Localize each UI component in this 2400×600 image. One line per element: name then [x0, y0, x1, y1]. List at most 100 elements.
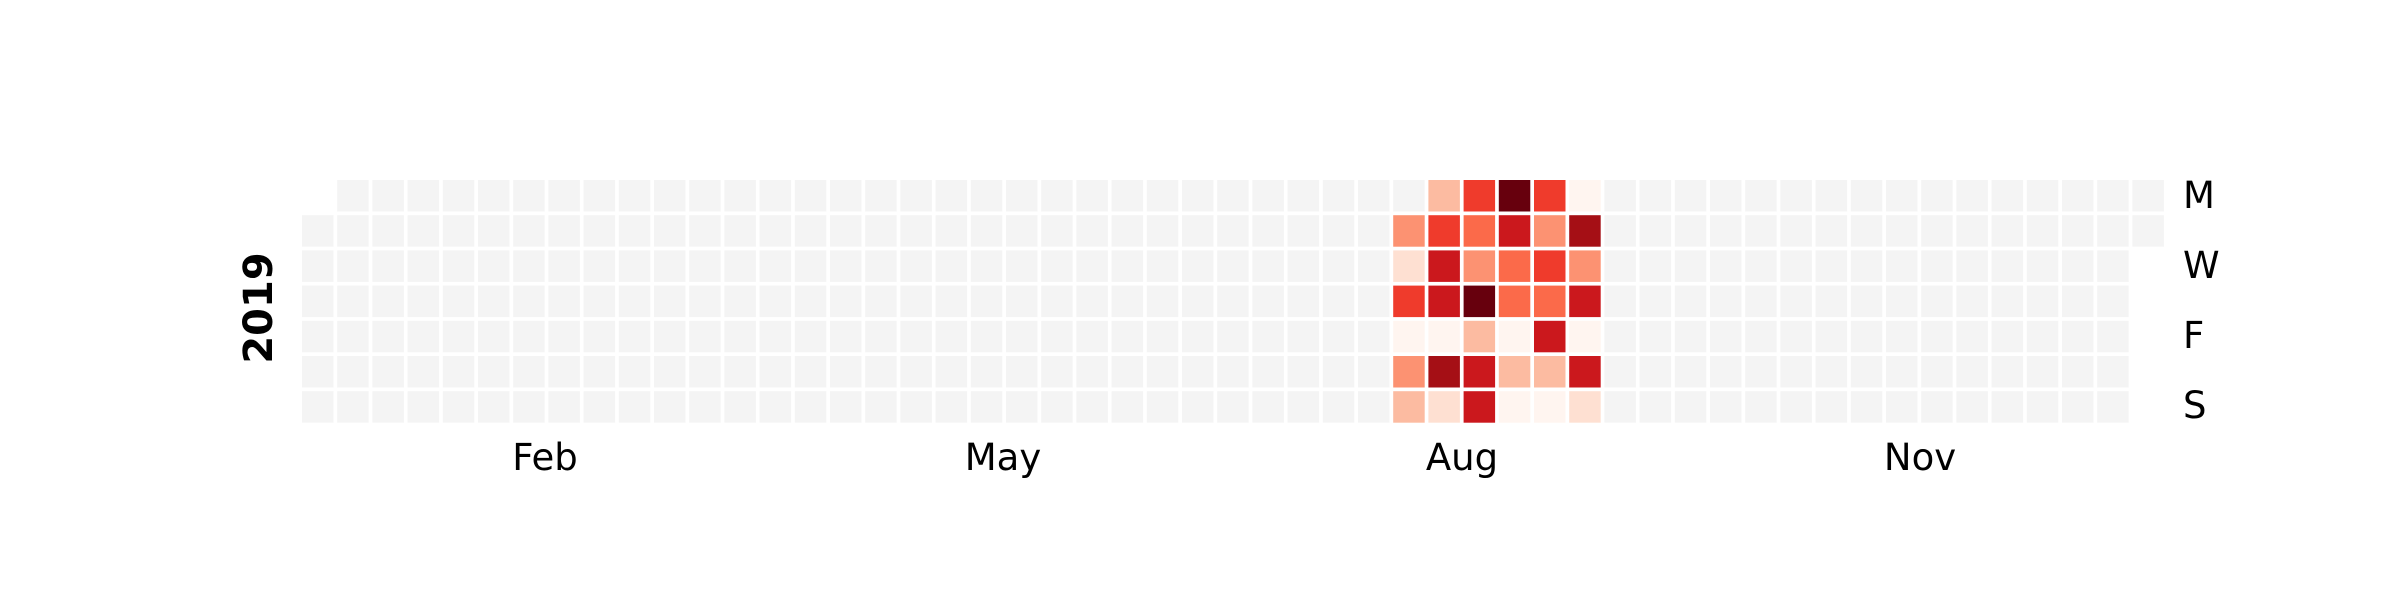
- heatmap-cell: [1674, 356, 1707, 388]
- heatmap-cell: [1006, 391, 1038, 423]
- heatmap-cell: [1322, 215, 1355, 247]
- heatmap-cell: [618, 356, 651, 388]
- heatmap-cell: [1674, 180, 1707, 212]
- heatmap-cell: [1463, 356, 1496, 388]
- heatmap-cell: [1850, 215, 1883, 247]
- heatmap-cell: [1428, 250, 1460, 282]
- heatmap-cell: [1358, 285, 1390, 318]
- heatmap-cell: [970, 215, 1003, 247]
- heatmap-cell: [1780, 391, 1812, 423]
- heatmap-cell: [1182, 215, 1214, 247]
- heatmap-cell: [794, 215, 827, 247]
- heatmap-cell: [513, 250, 545, 282]
- heatmap-cell: [1322, 320, 1355, 353]
- heatmap-cell: [513, 285, 545, 318]
- heatmap-cell: [2026, 215, 2059, 247]
- heatmap-cell: [618, 285, 651, 318]
- heatmap-cell: [1393, 215, 1425, 247]
- heatmap-cell: [900, 356, 932, 388]
- month-label-aug: Aug: [1426, 436, 1498, 479]
- heatmap-cell: [1674, 215, 1707, 247]
- heatmap-cell: [970, 180, 1003, 212]
- heatmap-cell: [372, 285, 404, 318]
- heatmap-cell: [372, 391, 404, 423]
- heatmap-cell: [1815, 285, 1848, 318]
- heatmap-cell: [1710, 215, 1742, 247]
- heatmap-cell: [2026, 285, 2059, 318]
- heatmap-cell: [442, 356, 475, 388]
- heatmap-cell: [1639, 250, 1672, 282]
- heatmap-cell: [1287, 356, 1320, 388]
- heatmap-cell: [1534, 285, 1566, 318]
- heatmap-cell: [1076, 391, 1108, 423]
- heatmap-cell: [2026, 250, 2059, 282]
- heatmap-cell: [1956, 391, 1988, 423]
- heatmap-cell: [1111, 250, 1144, 282]
- heatmap-cell: [1498, 320, 1531, 353]
- heatmap-cell: [1041, 356, 1073, 388]
- heatmap-cell: [548, 250, 580, 282]
- heatmap-cell: [970, 285, 1003, 318]
- heatmap-cell: [1322, 356, 1355, 388]
- heatmap-cell: [1252, 250, 1284, 282]
- heatmap-cell: [2132, 215, 2164, 247]
- heatmap-cell: [1076, 320, 1108, 353]
- heatmap-cell: [1006, 320, 1038, 353]
- heatmap-cell: [302, 356, 334, 388]
- heatmap-cell: [1498, 180, 1531, 212]
- heatmap-cell: [1886, 356, 1918, 388]
- heatmap-cell: [1146, 285, 1179, 318]
- heatmap-cell: [1745, 250, 1777, 282]
- heatmap-cell: [2062, 320, 2094, 353]
- heatmap-cell: [513, 356, 545, 388]
- heatmap-cell: [1886, 250, 1918, 282]
- heatmap-cell: [689, 391, 721, 423]
- heatmap-cell: [302, 250, 334, 282]
- heatmap-cell: [1006, 215, 1038, 247]
- heatmap-cell: [442, 320, 475, 353]
- heatmap-cell: [830, 391, 862, 423]
- heatmap-cell: [1886, 391, 1918, 423]
- heatmap-cell: [1991, 215, 2024, 247]
- heatmap-cell: [1710, 250, 1742, 282]
- heatmap-cell: [1287, 285, 1320, 318]
- heatmap-cell: [442, 250, 475, 282]
- heatmap-cell: [2026, 356, 2059, 388]
- heatmap-cell: [1076, 285, 1108, 318]
- heatmap-cell: [1921, 285, 1953, 318]
- heatmap-cell: [2026, 180, 2059, 212]
- heatmap-cell: [1815, 391, 1848, 423]
- heatmap-cell: [1358, 215, 1390, 247]
- heatmap-cell: [1604, 391, 1636, 423]
- heatmap-cell: [1639, 320, 1672, 353]
- heatmap-cell: [302, 391, 334, 423]
- heatmap-cell: [654, 320, 686, 353]
- heatmap-cell: [1393, 250, 1425, 282]
- heatmap-cell: [1710, 391, 1742, 423]
- heatmap-cell: [1956, 285, 1988, 318]
- heatmap-cell: [900, 320, 932, 353]
- heatmap-cell: [1639, 356, 1672, 388]
- heatmap-cell: [1569, 285, 1601, 318]
- heatmap-cell: [1815, 215, 1848, 247]
- heatmap-cell: [1041, 215, 1073, 247]
- heatmap-cell: [1569, 356, 1601, 388]
- heatmap-cell: [1428, 391, 1460, 423]
- heatmap-cell: [1287, 250, 1320, 282]
- heatmap-cell: [1498, 391, 1531, 423]
- heatmap-cell: [1569, 215, 1601, 247]
- heatmap-cell: [935, 250, 968, 282]
- heatmap-cell: [1076, 215, 1108, 247]
- heatmap-cell: [2097, 180, 2129, 212]
- heatmap-cell: [1498, 215, 1531, 247]
- heatmap-cell: [1463, 250, 1496, 282]
- heatmap-cell: [689, 320, 721, 353]
- heatmap-cell: [372, 320, 404, 353]
- heatmap-cell: [1041, 250, 1073, 282]
- heatmap-cell: [794, 250, 827, 282]
- heatmap-cell: [1111, 391, 1144, 423]
- heatmap-cell: [759, 391, 792, 423]
- heatmap-cell: [337, 356, 369, 388]
- heatmap-cell: [1745, 215, 1777, 247]
